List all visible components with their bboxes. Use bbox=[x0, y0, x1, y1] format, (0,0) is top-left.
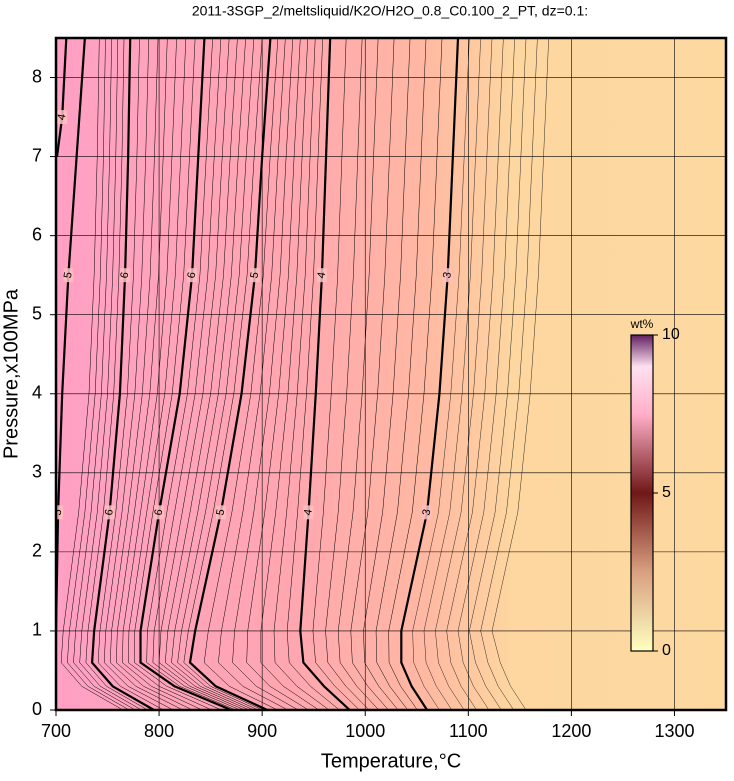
contour-label-bg bbox=[215, 505, 226, 520]
colorbar-tick-label: 0 bbox=[662, 642, 671, 659]
y-tick-label: 7 bbox=[32, 145, 42, 165]
colorbar-tick-label: 10 bbox=[662, 326, 680, 343]
minor-contour bbox=[337, 38, 379, 710]
contour-label-bg bbox=[120, 268, 131, 283]
contour-label-bg bbox=[442, 268, 453, 283]
contour-label: 4 bbox=[315, 271, 328, 279]
minor-contour bbox=[469, 38, 527, 710]
minor-contour bbox=[363, 38, 411, 710]
y-axis-label: Pressure,x100MPa bbox=[0, 288, 22, 459]
minor-contour bbox=[146, 38, 236, 710]
minor-contour bbox=[325, 38, 370, 710]
contour-label-bg bbox=[422, 505, 433, 520]
contour-label: 5 bbox=[62, 271, 75, 279]
contour-label-bg bbox=[56, 505, 64, 520]
plot-background bbox=[56, 38, 726, 710]
minor-contour bbox=[491, 38, 549, 710]
minor-contour bbox=[375, 38, 427, 710]
contour-label-bg bbox=[154, 505, 165, 520]
contour-label: 6 bbox=[153, 508, 166, 516]
minor-contour bbox=[103, 38, 174, 710]
contour-layer: 4 5 5 6 6 6 6 5 5 4 4 3 3 bbox=[52, 38, 726, 710]
colorbar-label: wt% bbox=[630, 317, 654, 331]
minor-contour bbox=[273, 38, 330, 710]
minor-contour bbox=[218, 38, 289, 710]
minor-contour bbox=[134, 38, 222, 710]
minor-contour bbox=[79, 38, 142, 710]
contour-label: 3 bbox=[421, 508, 434, 516]
contour-label: 6 bbox=[103, 508, 116, 516]
contour-label-bg bbox=[303, 505, 314, 520]
x-tick-label: 700 bbox=[41, 721, 71, 741]
y-tick-label: 1 bbox=[32, 620, 42, 640]
minor-contour bbox=[203, 38, 279, 710]
contour-line bbox=[56, 38, 86, 631]
y-tick-label: 2 bbox=[32, 541, 42, 561]
minor-contour bbox=[171, 38, 254, 710]
minor-contour bbox=[260, 38, 319, 710]
minor-contour bbox=[388, 38, 443, 710]
contour-label-bg bbox=[249, 268, 260, 283]
minor-contour bbox=[312, 38, 360, 710]
minor-contour bbox=[412, 38, 470, 710]
contour-label-bg bbox=[63, 268, 74, 283]
minor-contour bbox=[122, 38, 203, 710]
minor-contour bbox=[67, 38, 130, 710]
contour-label: 5 bbox=[214, 508, 227, 516]
x-tick-label: 1200 bbox=[551, 721, 591, 741]
contour-label: 6 bbox=[186, 271, 199, 279]
y-tick-label: 6 bbox=[32, 224, 42, 244]
x-axis-label: Temperature,°C bbox=[321, 750, 461, 772]
contour-label-bg bbox=[316, 268, 327, 283]
minor-contour bbox=[232, 38, 299, 710]
y-tick-label: 4 bbox=[32, 383, 42, 403]
contour-label-bg bbox=[104, 505, 115, 520]
minor-contour bbox=[457, 38, 515, 710]
minor-contour bbox=[165, 38, 250, 710]
minor-contour bbox=[446, 38, 504, 710]
minor-contour bbox=[423, 38, 481, 710]
contour-label: 4 bbox=[56, 113, 69, 121]
x-tick-label: 1100 bbox=[449, 721, 488, 741]
minor-contour bbox=[109, 38, 184, 710]
minor-contour bbox=[73, 38, 136, 710]
contour-label: 6 bbox=[119, 271, 132, 279]
minor-contour bbox=[435, 38, 493, 710]
minor-contour bbox=[286, 38, 340, 710]
minor-contour bbox=[246, 38, 309, 710]
x-tick-label: 800 bbox=[144, 721, 174, 741]
y-tick-label: 5 bbox=[32, 303, 42, 323]
minor-contour bbox=[85, 38, 148, 710]
minor-contour bbox=[183, 38, 263, 710]
minor-contour bbox=[350, 38, 395, 710]
contour-label-bg bbox=[57, 110, 68, 125]
colorbar bbox=[630, 334, 654, 652]
y-tick-label: 0 bbox=[32, 699, 42, 719]
minor-contour bbox=[480, 38, 538, 710]
x-tick-label: 900 bbox=[247, 721, 277, 741]
y-tick-label: 8 bbox=[32, 66, 42, 86]
minor-contour bbox=[97, 38, 164, 710]
colorbar-tick-label: 5 bbox=[662, 484, 671, 501]
minor-contour bbox=[60, 38, 124, 710]
plot-frame bbox=[54, 36, 728, 712]
minor-contour bbox=[158, 38, 245, 710]
minor-contour bbox=[177, 38, 259, 710]
minor-contour bbox=[128, 38, 213, 710]
chart-title: 2011-3SGP_2/meltsliquid/K2O/H2O_0.8_C0.1… bbox=[192, 3, 588, 19]
contour-label-bg bbox=[187, 268, 198, 283]
contour-label: 3 bbox=[441, 271, 454, 279]
minor-contour bbox=[116, 38, 193, 710]
contour-label: 5 bbox=[52, 508, 65, 516]
x-tick-label: 1300 bbox=[654, 721, 694, 741]
contour-label: 5 bbox=[248, 271, 261, 279]
y-tick-label: 3 bbox=[32, 462, 42, 482]
minor-contour bbox=[152, 38, 241, 710]
contour-label: 4 bbox=[302, 508, 315, 516]
x-tick-label: 1000 bbox=[345, 721, 385, 741]
